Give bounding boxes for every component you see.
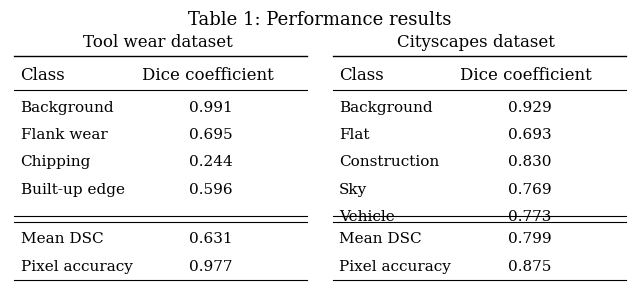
Text: Class: Class xyxy=(20,67,65,84)
Text: Vehicle: Vehicle xyxy=(339,210,395,223)
Text: Class: Class xyxy=(339,67,384,84)
Text: 0.244: 0.244 xyxy=(189,156,233,169)
Text: Mean DSC: Mean DSC xyxy=(339,232,422,246)
Text: Dice coefficient: Dice coefficient xyxy=(460,67,592,84)
Text: Dice coefficient: Dice coefficient xyxy=(141,67,273,84)
Text: 0.830: 0.830 xyxy=(508,156,552,169)
Text: Pixel accuracy: Pixel accuracy xyxy=(339,260,451,274)
Text: Background: Background xyxy=(339,101,433,115)
Text: 0.773: 0.773 xyxy=(508,210,551,223)
Text: Cityscapes dataset: Cityscapes dataset xyxy=(397,34,555,51)
Text: 0.929: 0.929 xyxy=(508,101,552,115)
Text: 0.631: 0.631 xyxy=(189,232,233,246)
Text: 0.693: 0.693 xyxy=(508,128,552,142)
Text: Tool wear dataset: Tool wear dataset xyxy=(83,34,232,51)
Text: 0.977: 0.977 xyxy=(189,260,233,274)
Text: 0.799: 0.799 xyxy=(508,232,552,246)
Text: 0.875: 0.875 xyxy=(508,260,551,274)
Text: Sky: Sky xyxy=(339,183,367,196)
Text: Flank wear: Flank wear xyxy=(20,128,108,142)
Text: 0.695: 0.695 xyxy=(189,128,233,142)
Text: Construction: Construction xyxy=(339,156,440,169)
Text: Background: Background xyxy=(20,101,114,115)
Text: 0.596: 0.596 xyxy=(189,183,233,196)
Text: Mean DSC: Mean DSC xyxy=(20,232,103,246)
Text: Built-up edge: Built-up edge xyxy=(20,183,125,196)
Text: 0.991: 0.991 xyxy=(189,101,233,115)
Text: Pixel accuracy: Pixel accuracy xyxy=(20,260,132,274)
Text: Flat: Flat xyxy=(339,128,370,142)
Text: 0.769: 0.769 xyxy=(508,183,552,196)
Text: Chipping: Chipping xyxy=(20,156,91,169)
Text: Table 1: Performance results: Table 1: Performance results xyxy=(188,11,452,29)
